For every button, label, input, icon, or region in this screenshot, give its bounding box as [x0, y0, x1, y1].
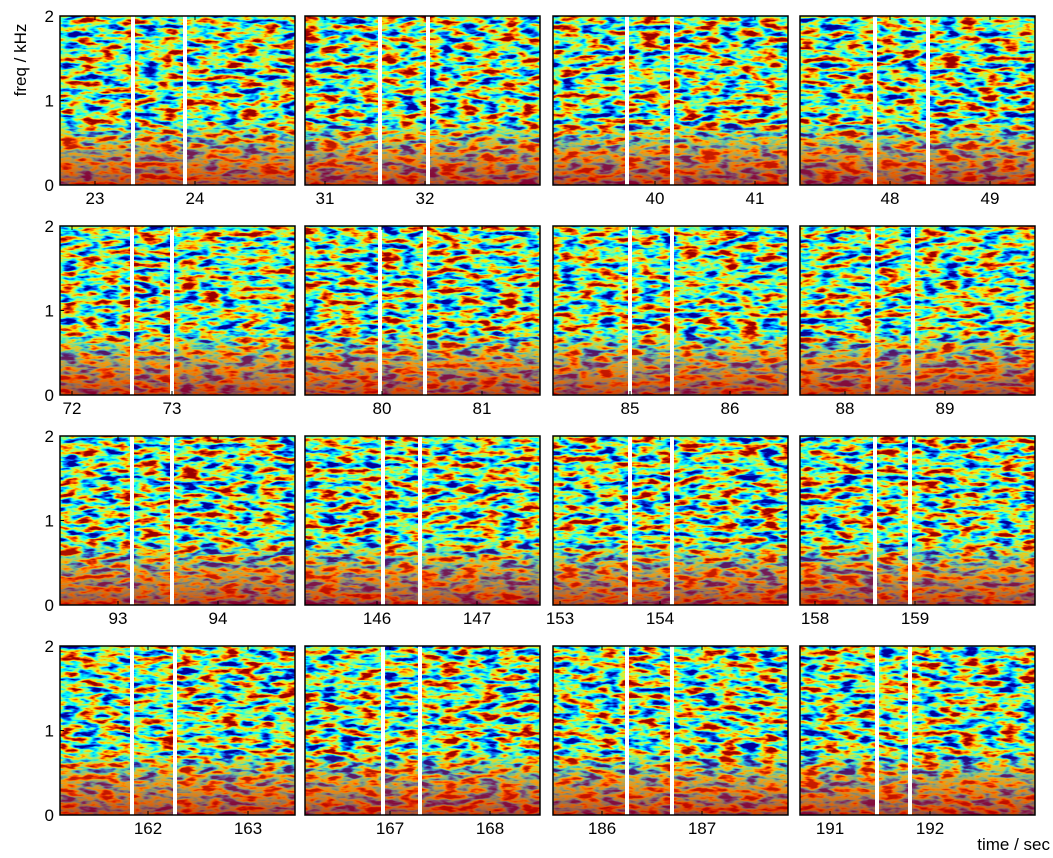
panel: 93 94 0 1 2 [45, 427, 296, 628]
y-tick-label: 2 [45, 427, 54, 446]
panel-frame [304, 15, 541, 186]
low-frequency-energy [800, 436, 1035, 605]
panel-frame [304, 435, 541, 606]
panel: 31 32 [304, 15, 541, 208]
x-tick-label: 40 [646, 189, 665, 208]
x-tick-label: 162 [134, 819, 162, 838]
x-tick-label: 88 [836, 399, 855, 418]
panel-frame [552, 225, 789, 396]
low-frequency-energy [305, 226, 540, 395]
low-frequency-energy [305, 646, 540, 815]
panel: 162 163 0 1 2 [45, 637, 296, 838]
low-frequency-energy [60, 226, 295, 395]
x-tick-label: 167 [376, 819, 404, 838]
panel-frame [304, 645, 541, 816]
low-frequency-energy [60, 646, 295, 815]
low-frequency-energy [60, 436, 295, 605]
x-tick-label: 80 [373, 399, 392, 418]
panel: 158 159 [799, 435, 1036, 628]
y-tick-label: 2 [45, 637, 54, 656]
low-frequency-energy [305, 436, 540, 605]
y-tick-label: 0 [45, 806, 54, 825]
x-tick-label: 94 [209, 609, 228, 628]
y-tick-label: 0 [45, 176, 54, 195]
panel: 48 49 [799, 15, 1036, 208]
x-tick-label: 81 [473, 399, 492, 418]
low-frequency-energy [800, 646, 1035, 815]
panel: 191 192 [799, 645, 1036, 838]
x-tick-label: 72 [63, 399, 82, 418]
panel-frame [304, 225, 541, 396]
panel-frame [799, 15, 1036, 186]
x-tick-label: 159 [901, 609, 929, 628]
x-tick-label: 168 [476, 819, 504, 838]
low-frequency-energy [60, 16, 295, 185]
y-tick-label: 2 [45, 7, 54, 26]
panel-frame [799, 225, 1036, 396]
panel: 167 168 [304, 645, 541, 838]
x-tick-label: 146 [363, 609, 391, 628]
panel-frame [799, 645, 1036, 816]
x-tick-label: 86 [721, 399, 740, 418]
panel-frame [799, 435, 1036, 606]
x-tick-label: 49 [981, 189, 1000, 208]
x-tick-label: 153 [546, 609, 574, 628]
x-tick-label: 85 [621, 399, 640, 418]
y-tick-label: 1 [45, 722, 54, 741]
panel: 80 81 [304, 225, 541, 418]
panel-frame [552, 15, 789, 186]
panel: 23 24 0 1 2 [45, 7, 296, 208]
x-tick-label: 73 [163, 399, 182, 418]
panel: 88 89 [799, 225, 1036, 418]
panel: 85 86 [552, 225, 789, 418]
x-tick-label: 154 [646, 609, 674, 628]
low-frequency-energy [800, 16, 1035, 185]
x-tick-label: 93 [109, 609, 128, 628]
y-tick-label: 2 [45, 217, 54, 236]
x-tick-label: 24 [186, 189, 205, 208]
x-tick-label: 192 [916, 819, 944, 838]
y-tick-label: 1 [45, 92, 54, 111]
x-tick-label: 187 [688, 819, 716, 838]
y-tick-label: 0 [45, 596, 54, 615]
panel-frame [552, 435, 789, 606]
x-tick-label: 147 [463, 609, 491, 628]
low-frequency-energy [305, 16, 540, 185]
x-tick-label: 31 [316, 189, 335, 208]
x-tick-label: 48 [881, 189, 900, 208]
y-tick-label: 1 [45, 302, 54, 321]
x-tick-label: 41 [746, 189, 765, 208]
y-axis-label: freq / kHz [11, 24, 30, 97]
x-tick-label: 89 [936, 399, 955, 418]
panel: 146 147 [304, 435, 541, 628]
panel: 40 41 [552, 15, 789, 208]
y-tick-label: 0 [45, 386, 54, 405]
x-tick-label: 158 [801, 609, 829, 628]
panel-frame [552, 645, 789, 816]
panel: 72 73 0 1 2 [45, 217, 296, 418]
x-tick-label: 186 [588, 819, 616, 838]
y-tick-label: 1 [45, 512, 54, 531]
low-frequency-energy [800, 226, 1035, 395]
x-tick-label: 32 [416, 189, 435, 208]
x-axis-label: time / sec [977, 835, 1050, 854]
panel: 153 154 [546, 435, 789, 628]
panel: 186 187 [552, 645, 789, 838]
x-tick-label: 163 [234, 819, 262, 838]
x-tick-label: 191 [816, 819, 844, 838]
x-tick-label: 23 [86, 189, 105, 208]
